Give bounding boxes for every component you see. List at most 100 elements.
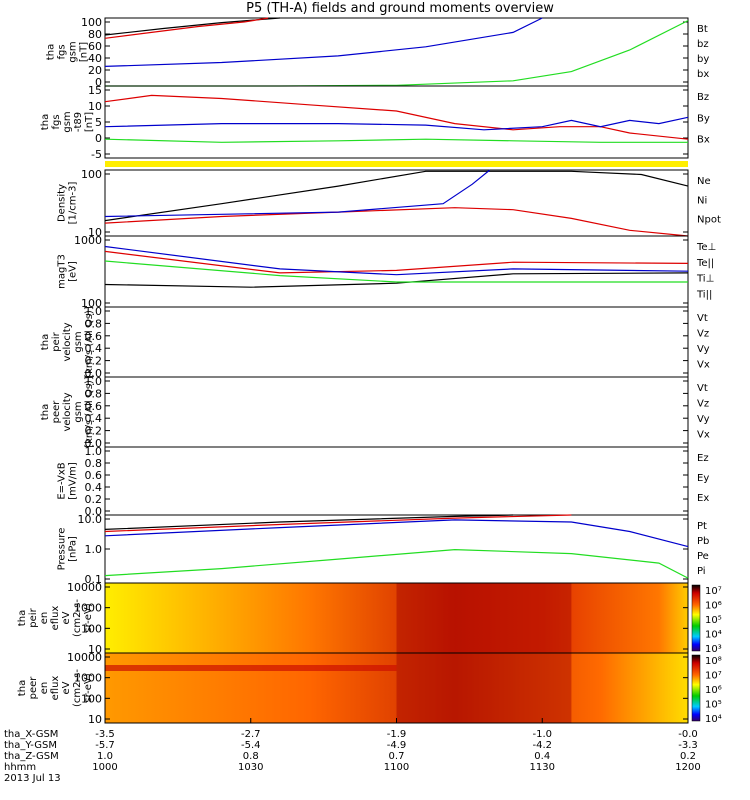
y-axis-label: tha: [40, 404, 51, 420]
x-axis-value: 1.0: [97, 751, 113, 762]
y-axis-label: peer: [51, 400, 62, 424]
legend-by: by: [697, 54, 709, 65]
y-axis-label: eflux: [50, 676, 61, 701]
y-axis-label: peir: [51, 331, 62, 351]
series-ti: [104, 245, 689, 276]
y-tick-label: 0.6: [85, 469, 103, 482]
y-tick-label: 1.0: [85, 445, 103, 458]
legend-bx: Bx: [697, 135, 710, 146]
x-axis-value: -3.5: [95, 729, 115, 740]
panel-frame: [104, 169, 689, 237]
series-pb: [104, 514, 572, 533]
yellow-separator-bar: [105, 161, 688, 167]
y-axis-label: Pressure: [57, 528, 68, 571]
chart-title: P5 (TH-A) fields and ground moments over…: [246, 1, 554, 16]
panel-efield: 1.00.80.60.40.20.0 E=-VxB [mV/m] Ez Ey Ex: [57, 445, 710, 518]
spectrogram-band-peer_spec: [105, 665, 397, 671]
y-tick-label: 0.0: [85, 367, 103, 380]
colorbar-tick-label: 10⁷: [705, 586, 722, 597]
y-tick-label: 0.2: [85, 355, 103, 368]
legend-vz: Vz: [697, 399, 709, 410]
series-ti: [104, 260, 688, 283]
colorbar-peer_spec: [691, 654, 701, 722]
y-tick-label: 5: [95, 116, 102, 129]
panel-temperature: 1000 100 magT3 [eV] Te⊥ Te|| Ti⊥ Ti||: [57, 234, 717, 310]
y-tick-label: 0.8: [85, 317, 103, 330]
x-axis-value: -5.4: [241, 740, 261, 751]
legend-ni: Ni: [697, 195, 707, 206]
legend-vt: Vt: [697, 313, 708, 324]
spectrogram-peir_spec: [105, 583, 688, 653]
series-te: [104, 272, 689, 288]
y-axis-label: eV: [61, 611, 72, 624]
y-tick-label: 60: [88, 40, 102, 53]
legend-te: Te||: [696, 258, 714, 269]
legend-ti: Ti||: [696, 289, 712, 300]
y-axis-label: fgs: [57, 44, 68, 59]
y-tick-label: 0.4: [85, 342, 103, 355]
panel-peer_velocity: 1.00.80.60.40.20.0 tha peer velocity gsm [km/…: [40, 375, 710, 450]
series-bx: [104, 116, 689, 131]
x-axis-value: 1200: [675, 762, 700, 773]
y-tick-label: 1.0: [85, 375, 103, 388]
legend-vt: Vt: [697, 383, 708, 394]
x-axis-value: -1.0: [532, 729, 552, 740]
colorbar-tick-label: 10³: [705, 644, 722, 655]
y-axis-label: gsm: [73, 401, 84, 422]
series-te: [104, 250, 689, 274]
y-tick-label: 0.4: [85, 412, 103, 425]
x-axis-value: -1.9: [387, 729, 407, 740]
panel-peir_velocity: 1.00.80.60.40.20.0 tha peir velocity gsm [km/…: [40, 305, 710, 380]
series-bz: [104, 94, 689, 140]
y-axis-label: sr-eV): [83, 673, 94, 702]
y-axis-label: [mV/m]: [68, 462, 79, 500]
y-tick-label: 0.0: [85, 505, 103, 518]
y-axis-label: E=-VxB: [57, 462, 68, 499]
y-axis-label: [km/s (All Qs)]: [84, 306, 95, 378]
x-axis-value: 0.8: [243, 751, 259, 762]
y-tick-label: 1000: [74, 602, 102, 615]
legend-pe: Pe: [697, 551, 709, 562]
legend-pb: Pb: [697, 536, 709, 547]
x-axis-value: -0.0: [678, 729, 698, 740]
legend-te: Te⊥: [696, 242, 716, 253]
y-axis-label: Density: [57, 184, 68, 222]
y-tick-label: 10000: [67, 581, 102, 594]
y-axis-label: gsm: [73, 331, 84, 352]
y-tick-label: 0.2: [85, 425, 103, 438]
y-tick-label: 1.0: [85, 305, 103, 318]
y-axis-label: [km/s (All Qs)]: [84, 376, 95, 448]
panel-frame: [104, 306, 689, 378]
y-axis-label: velocity: [62, 392, 73, 431]
x-axis-row-label: tha_X-GSM: [4, 729, 58, 740]
legend-ex: Ex: [697, 493, 709, 504]
legend-bz: Bz: [697, 92, 709, 103]
legend-npot: Npot: [697, 215, 721, 226]
legend-pt: Pt: [697, 521, 707, 532]
colorbar-tick-label: 10⁵: [705, 700, 722, 711]
series-pt: [104, 514, 514, 530]
y-axis-label: tha: [40, 334, 51, 350]
legend-bz: bz: [697, 39, 709, 50]
y-axis-label: (cm2-s-: [72, 599, 83, 637]
x-axis-row-label: tha_Y-GSM: [4, 740, 57, 751]
series-bx: [104, 17, 543, 67]
colorbar-peir_spec: [691, 584, 701, 652]
x-axis-value: 1000: [92, 762, 117, 773]
panel-fgs_t89: 15 10 5 0 -5 tha fgs gsm -t89 [nT] Bz By Bx: [40, 84, 710, 161]
y-axis-label: eflux: [50, 606, 61, 631]
y-tick-label: 1000: [74, 234, 102, 247]
y-axis-label: gsm: [68, 41, 79, 62]
x-axis-row-label: tha_Z-GSM: [4, 751, 59, 762]
y-tick-label: 100: [81, 168, 102, 181]
y-tick-label: 10.0: [78, 513, 103, 526]
y-axis-label: tha: [17, 680, 28, 696]
x-axis-group: tha_X-GSM -3.5 -2.7 -1.9 -1.0 -0.0 tha_Y-GSM -5…: [4, 718, 701, 784]
x-axis-value: 0.4: [534, 751, 550, 762]
spectrogram-core-peir_spec: [396, 583, 572, 653]
y-tick-label: 80: [88, 28, 102, 41]
series-npot: [104, 169, 491, 218]
